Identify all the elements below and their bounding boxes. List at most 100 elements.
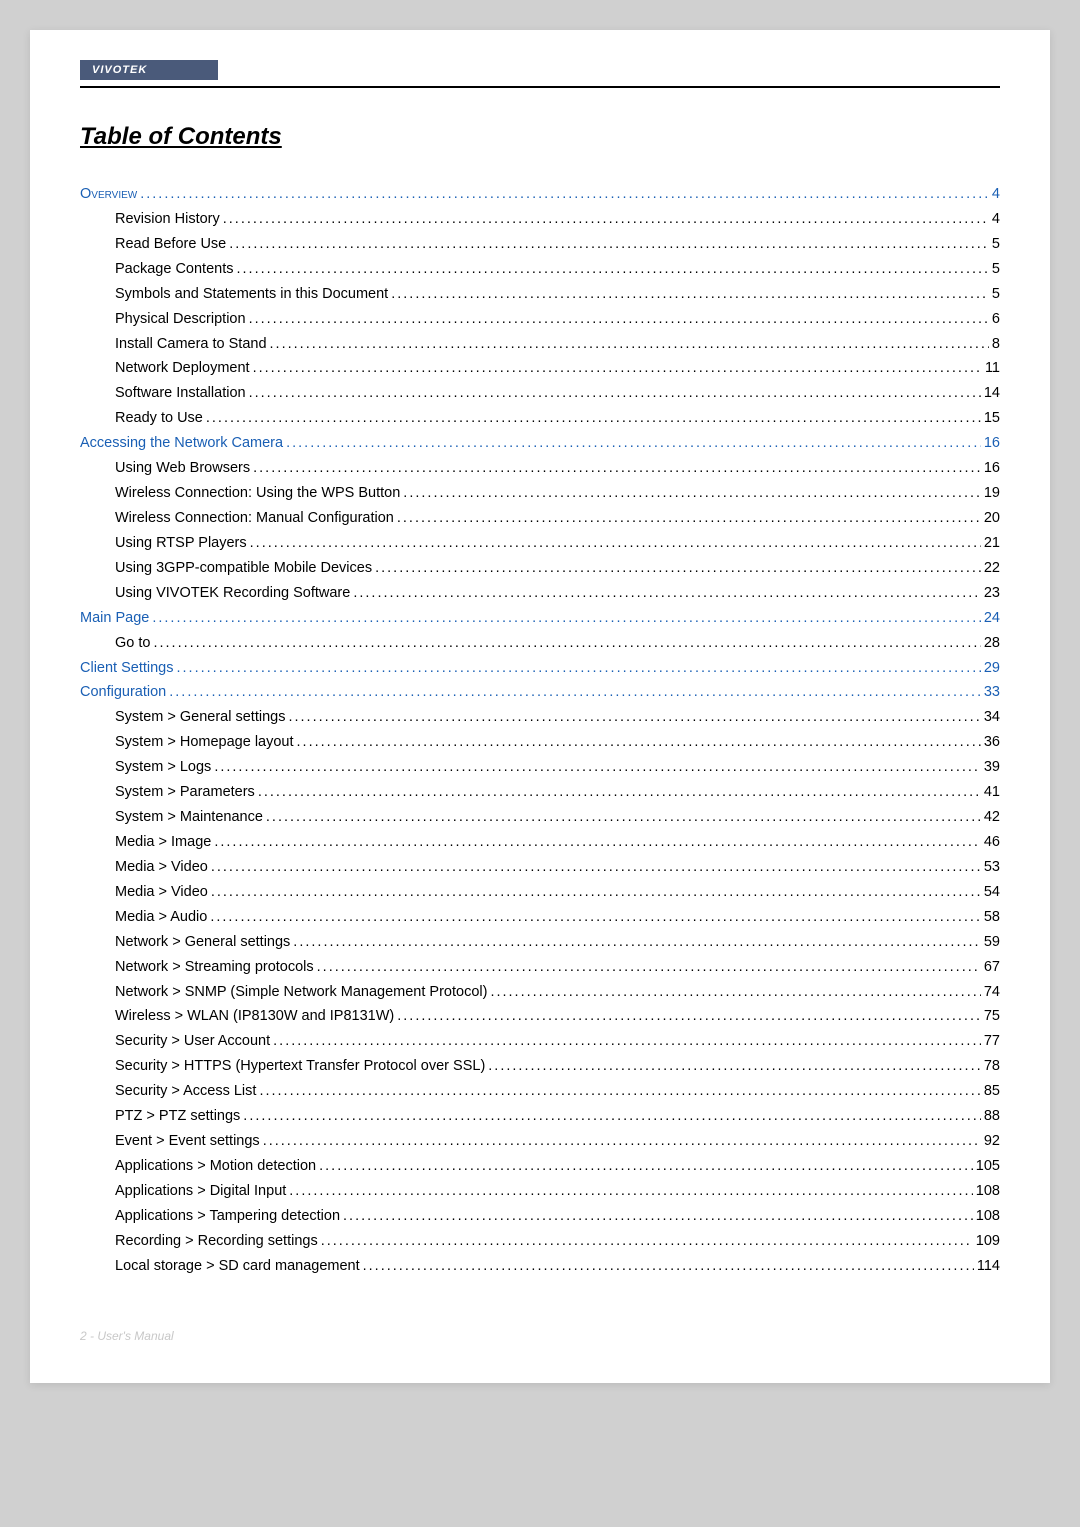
toc-entry: Wireless > WLAN (IP8130W and IP8131W) 75	[115, 1005, 1000, 1029]
toc-entry: Wireless Connection: Manual Configuratio…	[115, 507, 1000, 531]
toc-entry-page: 21	[984, 532, 1000, 556]
toc-entry-label: Network > Streaming protocols	[115, 956, 314, 980]
toc-entry: System > Maintenance42	[115, 806, 1000, 830]
toc-leader-dots	[152, 607, 981, 631]
toc-leader-dots	[490, 981, 980, 1005]
toc-entry-label: Security > User Account	[115, 1030, 270, 1054]
toc-entry: Read Before Use5	[115, 233, 1000, 257]
toc-leader-dots	[259, 1080, 980, 1104]
toc-entry: Security > HTTPS (Hypertext Transfer Pro…	[115, 1055, 1000, 1079]
toc-entry[interactable]: Configuration 33	[80, 681, 1000, 705]
toc-entry: Network > SNMP (Simple Network Managemen…	[115, 981, 1000, 1005]
toc-leader-dots	[353, 582, 981, 606]
toc-entry-page: 105	[976, 1155, 1000, 1179]
toc-leader-dots	[258, 781, 981, 805]
toc-entry: Media > Audio58	[115, 906, 1000, 930]
toc-list: Overview4Revision History4Read Before Us…	[80, 183, 1000, 1279]
toc-entry-page: 5	[992, 258, 1000, 282]
brand-label: VIVOTEK	[92, 64, 147, 76]
toc-entry[interactable]: Client Settings29	[80, 657, 1000, 681]
toc-entry-label: Network > SNMP (Simple Network Managemen…	[115, 981, 487, 1005]
toc-entry: System > Homepage layout 36	[115, 731, 1000, 755]
toc-leader-dots	[391, 283, 989, 307]
toc-entry-label: Install Camera to Stand	[115, 333, 267, 357]
toc-leader-dots	[243, 1105, 981, 1129]
toc-entry-page: 15	[984, 407, 1000, 431]
toc-entry-page: 75	[984, 1005, 1000, 1029]
toc-leader-dots	[319, 1155, 973, 1179]
toc-entry: Revision History 4	[115, 208, 1000, 232]
toc-entry-page: 59	[984, 931, 1000, 955]
toc-entry-page: 4	[992, 183, 1000, 207]
toc-leader-dots	[397, 507, 981, 531]
toc-entry-label: System > Logs	[115, 756, 211, 780]
toc-entry-page: 6	[992, 308, 1000, 332]
toc-entry-label[interactable]: Overview	[80, 183, 137, 207]
toc-entry: Using Web Browsers16	[115, 457, 1000, 481]
toc-title: Table of Contents	[80, 123, 1000, 153]
toc-entry-label: Package Contents	[115, 258, 234, 282]
toc-entry-label: Using RTSP Players	[115, 532, 247, 556]
toc-entry: Media > Video 53	[115, 856, 1000, 880]
toc-leader-dots	[343, 1205, 973, 1229]
toc-entry: Software Installation14	[115, 382, 1000, 406]
toc-entry-label: Revision History	[115, 208, 220, 232]
toc-entry-label[interactable]: Accessing the Network Camera	[80, 432, 283, 456]
toc-entry-page: 36	[984, 731, 1000, 755]
toc-entry-label: System > Parameters	[115, 781, 255, 805]
toc-entry-label: Wireless Connection: Manual Configuratio…	[115, 507, 394, 531]
toc-leader-dots	[403, 482, 981, 506]
toc-entry-page: 23	[984, 582, 1000, 606]
toc-entry-label: Using 3GPP-compatible Mobile Devices	[115, 557, 372, 581]
toc-entry-page: 39	[984, 756, 1000, 780]
toc-entry-page: 24	[984, 607, 1000, 631]
toc-entry: System > General settings 34	[115, 706, 1000, 730]
toc-entry-page: 53	[984, 856, 1000, 880]
toc-entry[interactable]: Accessing the Network Camera16	[80, 432, 1000, 456]
toc-leader-dots	[253, 457, 981, 481]
toc-leader-dots	[288, 706, 980, 730]
toc-entry-label[interactable]: Configuration	[80, 681, 166, 705]
toc-leader-dots	[270, 333, 989, 357]
toc-entry-page: 108	[976, 1205, 1000, 1229]
toc-entry-label: System > General settings	[115, 706, 285, 730]
toc-entry-label: Local storage > SD card management	[115, 1255, 360, 1279]
toc-title-text: Table of Contents	[80, 123, 282, 150]
toc-entry[interactable]: Overview 4	[80, 183, 1000, 207]
toc-entry-label: Go to	[115, 632, 150, 656]
toc-entry-page: 4	[992, 208, 1000, 232]
toc-leader-dots	[211, 856, 981, 880]
toc-entry-label: Network Deployment	[115, 357, 250, 381]
toc-entry-label: Media > Video	[115, 856, 208, 880]
page-footer: 2 - User's Manual	[80, 1329, 1000, 1343]
document-page: VIVOTEK Table of Contents Overview4Revis…	[30, 30, 1050, 1383]
header-rule	[80, 86, 1000, 88]
toc-entry-label: System > Homepage layout	[115, 731, 294, 755]
toc-entry-page: 109	[976, 1230, 1000, 1254]
toc-entry-label: Network > General settings	[115, 931, 290, 955]
toc-entry: Security > User Account77	[115, 1030, 1000, 1054]
toc-entry: Network > Streaming protocols 67	[115, 956, 1000, 980]
toc-entry: Recording > Recording settings 109	[115, 1230, 1000, 1254]
toc-entry-label: Software Installation	[115, 382, 246, 406]
toc-entry-label[interactable]: Client Settings	[80, 657, 174, 681]
toc-entry-label: PTZ > PTZ settings	[115, 1105, 240, 1129]
toc-leader-dots	[273, 1030, 981, 1054]
toc-entry: System > Parameters 41	[115, 781, 1000, 805]
toc-entry-label: Wireless > WLAN (IP8130W and IP8131W)	[115, 1005, 394, 1029]
toc-entry-label[interactable]: Main Page	[80, 607, 149, 631]
toc-entry-page: 34	[984, 706, 1000, 730]
toc-entry: Event > Event settings92	[115, 1130, 1000, 1154]
toc-entry-page: 92	[984, 1130, 1000, 1154]
toc-entry[interactable]: Main Page 24	[80, 607, 1000, 631]
toc-entry-page: 5	[992, 283, 1000, 307]
toc-entry-label: Ready to Use	[115, 407, 203, 431]
toc-entry-page: 108	[976, 1180, 1000, 1204]
toc-leader-dots	[177, 657, 981, 681]
toc-entry: System > Logs 39	[115, 756, 1000, 780]
toc-entry-page: 19	[984, 482, 1000, 506]
toc-leader-dots	[223, 208, 989, 232]
toc-entry: Network > General settings 59	[115, 931, 1000, 955]
toc-entry-page: 33	[984, 681, 1000, 705]
toc-entry: Package Contents 5	[115, 258, 1000, 282]
